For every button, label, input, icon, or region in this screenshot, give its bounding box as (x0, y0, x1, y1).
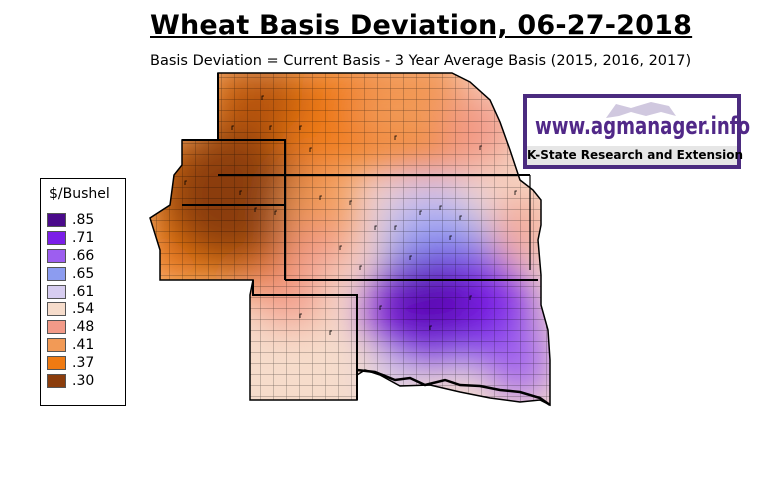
legend-swatch (47, 338, 66, 353)
legend-label: .65 (72, 265, 95, 282)
legend-swatch (47, 266, 66, 281)
agmanager-logo[interactable]: www.agmanager.info K-State Research and … (523, 94, 750, 169)
legend-item: .41 (47, 336, 94, 354)
legend-label: .85 (72, 211, 95, 228)
legend-swatch (47, 212, 66, 227)
elevator-markers (184, 95, 517, 335)
legend-swatch (47, 248, 66, 263)
legend-item: .85 (47, 211, 94, 229)
legend-item: .30 (47, 372, 94, 390)
legend-label: .71 (72, 229, 95, 246)
logo-org: K-State Research and Extension (527, 148, 744, 162)
legend-item: .48 (47, 318, 94, 336)
legend-label: .61 (72, 283, 95, 300)
legend-swatch (47, 373, 66, 388)
state-borders (182, 73, 538, 400)
region-outline (149, 72, 551, 407)
legend-item: .65 (47, 265, 94, 283)
legend-label: .54 (72, 301, 95, 318)
legend-swatch (47, 230, 66, 245)
logo-url: www.agmanager.info (535, 112, 751, 140)
map-title: Wheat Basis Deviation, 06-27-2018 (150, 10, 693, 41)
wildcat-icon (606, 102, 676, 118)
legend-item: .37 (47, 354, 94, 372)
legend-item: .54 (47, 300, 94, 318)
legend-items: .85.71.66.65.61.54.48.41.37.30 (47, 211, 94, 390)
legend-swatch (47, 356, 66, 371)
red-river-border (356, 368, 551, 407)
legend-label: .48 (72, 319, 95, 336)
legend-swatch (47, 302, 66, 317)
legend-swatch (47, 284, 66, 299)
legend: $/Bushel .85.71.66.65.61.54.48.41.37.30 (40, 178, 126, 406)
legend-label: .66 (72, 247, 95, 264)
legend-swatch (47, 320, 66, 335)
map-subtitle: Basis Deviation = Current Basis - 3 Year… (150, 53, 692, 69)
legend-item: .71 (47, 229, 94, 247)
logo-band (527, 146, 737, 165)
legend-title: $/Bushel (49, 186, 110, 202)
legend-label: .30 (72, 372, 95, 389)
legend-label: .37 (72, 355, 95, 372)
legend-item: .61 (47, 283, 94, 301)
legend-item: .66 (47, 247, 94, 265)
legend-label: .41 (72, 337, 95, 354)
